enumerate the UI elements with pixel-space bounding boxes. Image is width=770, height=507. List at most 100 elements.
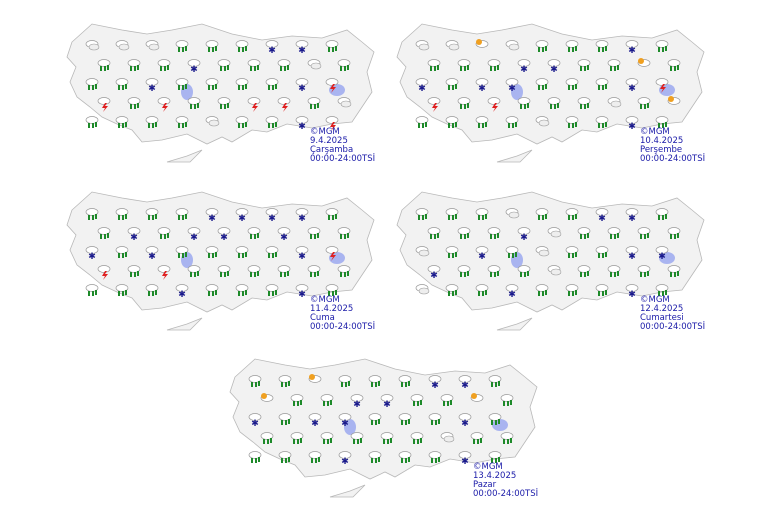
rain-icon (410, 432, 424, 444)
snow-icon: ✱ (187, 59, 201, 75)
snow-icon: ✱ (205, 208, 219, 224)
rain-icon (517, 97, 531, 109)
rain-icon (655, 116, 669, 128)
map-caption: ©MGM 13.4.2025 Pazar 00:00-24:00TSİ (473, 463, 538, 499)
turkey-outline (66, 23, 375, 145)
rain-icon (595, 246, 609, 258)
rain-icon (235, 246, 249, 258)
rain-icon (175, 208, 189, 220)
map-caption: ©MGM 10.4.2025 Perşembe 00:00-24:00TSİ (640, 128, 705, 164)
rain-icon (205, 284, 219, 296)
rain-icon (457, 59, 471, 71)
snow-icon: ✱ (625, 208, 639, 224)
rain-icon (205, 78, 219, 90)
snow-icon: ✱ (127, 227, 141, 243)
copyright: ©MGM (640, 127, 670, 137)
rain-icon (637, 265, 651, 277)
rain-icon (320, 394, 334, 406)
rain-icon (445, 116, 459, 128)
snow-icon: ✱ (187, 227, 201, 243)
rain-icon (535, 208, 549, 220)
svg-text:✱: ✱ (383, 400, 391, 410)
rain-icon (265, 284, 279, 296)
rain-icon (475, 208, 489, 220)
rain-icon (265, 116, 279, 128)
rain-icon (607, 227, 621, 239)
snow-icon: ✱ (295, 284, 309, 300)
sun-icon (470, 393, 484, 402)
snow-icon: ✱ (517, 227, 531, 243)
rain-icon (595, 116, 609, 128)
rain-icon (235, 116, 249, 128)
rain-icon (488, 451, 502, 463)
rain-icon (235, 284, 249, 296)
svg-text:✱: ✱ (461, 419, 469, 429)
storm-icon (325, 78, 339, 93)
map-12-4-2025: ✱ ✱ ✱ ✱ ✱ ✱ ✱ ✱ ✱ ©MGM 12.4.2025 Cumartesi 00:00… (392, 180, 710, 340)
svg-text:✱: ✱ (298, 252, 306, 262)
rain-icon (577, 265, 591, 277)
cloud-icon (440, 432, 455, 443)
svg-text:✱: ✱ (88, 252, 96, 262)
svg-text:✱: ✱ (550, 65, 558, 75)
svg-text:✱: ✱ (478, 252, 486, 262)
snow-icon: ✱ (547, 59, 561, 75)
storm-icon (97, 265, 111, 280)
cloud-icon (307, 59, 322, 70)
snow-icon: ✱ (475, 246, 489, 262)
cyprus-outline (329, 484, 366, 498)
rain-icon (350, 432, 364, 444)
rain-icon (488, 413, 502, 425)
sun-icon (637, 58, 651, 67)
cyprus-outline (496, 149, 533, 163)
storm-icon (427, 97, 441, 112)
svg-text:✱: ✱ (238, 214, 246, 224)
snow-icon: ✱ (350, 394, 364, 410)
snow-icon: ✱ (295, 208, 309, 224)
period: 00:00-24:00TSİ (640, 154, 706, 164)
sun-icon (667, 96, 681, 105)
rain-icon (637, 97, 651, 109)
svg-text:✱: ✱ (520, 233, 528, 243)
rain-icon (500, 432, 514, 444)
svg-text:✱: ✱ (220, 233, 228, 243)
rain-icon (175, 116, 189, 128)
rain-icon (127, 97, 141, 109)
rain-icon (247, 227, 261, 239)
rain-icon (260, 432, 274, 444)
rain-icon (97, 59, 111, 71)
rain-icon (337, 227, 351, 239)
svg-text:✱: ✱ (298, 290, 306, 300)
svg-text:✱: ✱ (148, 84, 156, 94)
map-11-4-2025: ✱ ✱ ✱ ✱ ✱ ✱ ✱ ✱ ✱ ✱ ✱ ✱ ✱ ©MGM 11.4.2025 Cuma 00:00-… (62, 180, 380, 340)
rain-icon (308, 451, 322, 463)
snow-icon: ✱ (475, 78, 489, 94)
snow-icon: ✱ (380, 394, 394, 410)
rain-icon (278, 413, 292, 425)
storm-icon (325, 116, 339, 131)
rain-icon (577, 97, 591, 109)
rain-icon (427, 227, 441, 239)
turkey-outline (396, 23, 705, 145)
svg-text:✱: ✱ (478, 84, 486, 94)
cyprus-outline (166, 317, 203, 331)
snow-icon: ✱ (145, 78, 159, 94)
rain-icon (368, 451, 382, 463)
rain-icon (307, 97, 321, 109)
rain-icon (475, 284, 489, 296)
rain-icon (248, 375, 262, 387)
rain-icon (157, 227, 171, 239)
date: 10.4.2025 (640, 136, 684, 146)
svg-text:✱: ✱ (298, 84, 306, 94)
rain-icon (337, 59, 351, 71)
rain-icon (187, 97, 201, 109)
rain-icon (175, 78, 189, 90)
svg-text:✱: ✱ (208, 214, 216, 224)
cloud-icon (505, 40, 520, 51)
snow-icon: ✱ (415, 78, 429, 94)
rain-icon (248, 451, 262, 463)
snow-icon: ✱ (625, 246, 639, 262)
rain-icon (445, 246, 459, 258)
snow-icon: ✱ (235, 208, 249, 224)
svg-text:✱: ✱ (628, 46, 636, 56)
